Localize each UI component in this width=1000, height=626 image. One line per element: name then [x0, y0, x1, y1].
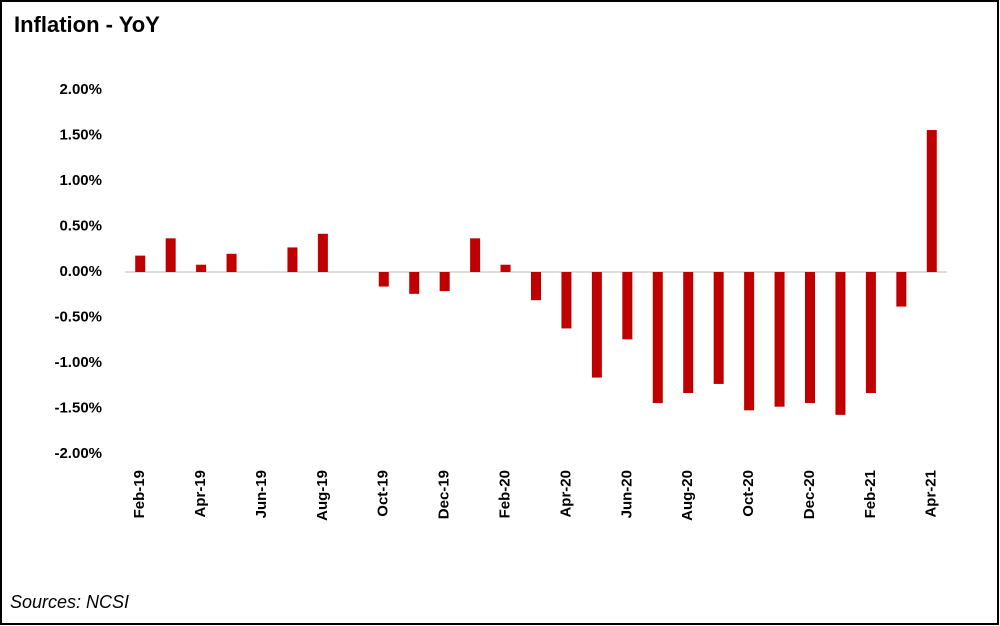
- x-tick-label: Aug-19: [314, 470, 331, 521]
- y-tick-label: 0.50%: [59, 217, 102, 234]
- x-tick-label: Dec-19: [436, 470, 453, 519]
- bar: [835, 272, 846, 415]
- bar: [500, 264, 511, 272]
- bar: [744, 272, 755, 411]
- bar: [774, 272, 785, 407]
- bar: [378, 272, 389, 287]
- bar: [135, 255, 146, 272]
- bar: [683, 272, 694, 394]
- bar: [470, 238, 481, 272]
- y-tick-label: 2.00%: [59, 81, 102, 98]
- bar: [409, 272, 420, 294]
- y-tick-label: 1.50%: [59, 126, 102, 143]
- y-tick-label: -2.00%: [54, 445, 102, 462]
- bar: [317, 233, 328, 272]
- x-tick-label: Oct-20: [740, 470, 757, 517]
- bar: [652, 272, 663, 404]
- bar: [165, 238, 176, 272]
- x-tick-label: Feb-20: [497, 470, 514, 518]
- y-tick-label: -1.50%: [54, 399, 102, 416]
- bar: [439, 272, 450, 292]
- bar: [805, 272, 815, 404]
- x-tick-label: Feb-21: [862, 470, 879, 518]
- source-note: Sources: NCSI: [10, 592, 129, 612]
- bar: [926, 130, 937, 272]
- bar: [865, 272, 876, 394]
- bar: [713, 272, 724, 384]
- y-tick-label: 1.00%: [59, 172, 102, 189]
- x-tick-label: Apr-20: [557, 470, 574, 518]
- chart-title: Inflation - YoY: [14, 12, 160, 37]
- y-tick-label: -0.50%: [54, 308, 102, 325]
- bar: [531, 272, 541, 301]
- y-tick-label: -1.00%: [54, 354, 102, 371]
- bar: [591, 272, 602, 378]
- x-tick-label: Dec-20: [801, 470, 818, 519]
- bar: [196, 264, 207, 272]
- bar: [561, 272, 572, 329]
- x-tick-label: Feb-19: [131, 470, 148, 518]
- x-tick-label: Apr-21: [923, 470, 940, 518]
- y-tick-label: 0.00%: [59, 263, 102, 280]
- x-tick-label: Jun-19: [253, 470, 270, 518]
- x-tick-label: Apr-19: [192, 470, 209, 518]
- bar: [896, 272, 907, 307]
- x-tick-label: Oct-19: [375, 470, 392, 517]
- bar: [287, 247, 298, 272]
- x-tick-label: Aug-20: [679, 470, 696, 521]
- x-tick-label: Jun-20: [618, 470, 635, 518]
- bar: [226, 253, 237, 272]
- bar: [622, 272, 633, 340]
